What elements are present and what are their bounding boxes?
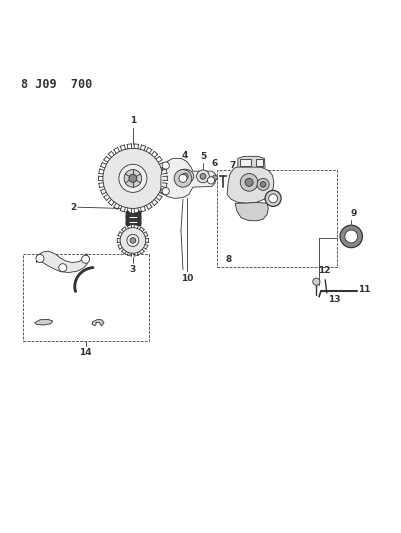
Circle shape — [257, 179, 268, 190]
Circle shape — [120, 228, 145, 253]
Text: 2: 2 — [71, 203, 77, 212]
Circle shape — [245, 179, 253, 187]
Text: 13: 13 — [327, 295, 339, 303]
Circle shape — [119, 164, 146, 192]
Circle shape — [264, 190, 280, 206]
Text: 14: 14 — [79, 348, 92, 357]
Circle shape — [212, 175, 217, 180]
Circle shape — [36, 254, 44, 262]
Text: 9: 9 — [349, 209, 356, 218]
Circle shape — [268, 194, 277, 203]
Circle shape — [312, 278, 319, 285]
Circle shape — [339, 225, 362, 248]
Circle shape — [259, 182, 265, 187]
Ellipse shape — [176, 169, 193, 183]
Text: 8 J09  700: 8 J09 700 — [21, 78, 92, 91]
Circle shape — [181, 173, 188, 180]
Circle shape — [200, 173, 205, 179]
Circle shape — [344, 230, 357, 243]
Text: 11: 11 — [358, 285, 370, 294]
Circle shape — [178, 174, 186, 182]
FancyBboxPatch shape — [240, 159, 251, 166]
Text: 12: 12 — [318, 266, 330, 276]
Text: 5: 5 — [199, 152, 206, 161]
Circle shape — [240, 174, 257, 191]
Circle shape — [59, 264, 67, 272]
Polygon shape — [92, 319, 104, 326]
Polygon shape — [160, 158, 216, 198]
Polygon shape — [227, 166, 273, 203]
Circle shape — [130, 238, 136, 243]
Polygon shape — [235, 203, 267, 221]
Circle shape — [162, 188, 169, 195]
Circle shape — [129, 174, 137, 182]
Text: 10: 10 — [180, 274, 193, 282]
Circle shape — [196, 170, 209, 183]
Text: 1: 1 — [130, 116, 136, 125]
Circle shape — [81, 255, 89, 263]
Text: 4: 4 — [181, 151, 188, 160]
Polygon shape — [36, 251, 89, 272]
Text: 7: 7 — [229, 161, 235, 171]
Circle shape — [162, 162, 169, 169]
Polygon shape — [237, 156, 264, 167]
Circle shape — [103, 148, 162, 208]
Circle shape — [207, 177, 214, 184]
Circle shape — [127, 235, 139, 246]
Text: 6: 6 — [211, 159, 218, 168]
Circle shape — [124, 169, 142, 187]
Text: 3: 3 — [130, 265, 136, 274]
Text: 8: 8 — [225, 255, 231, 264]
Polygon shape — [34, 319, 53, 325]
FancyBboxPatch shape — [256, 159, 263, 166]
Circle shape — [174, 169, 191, 187]
